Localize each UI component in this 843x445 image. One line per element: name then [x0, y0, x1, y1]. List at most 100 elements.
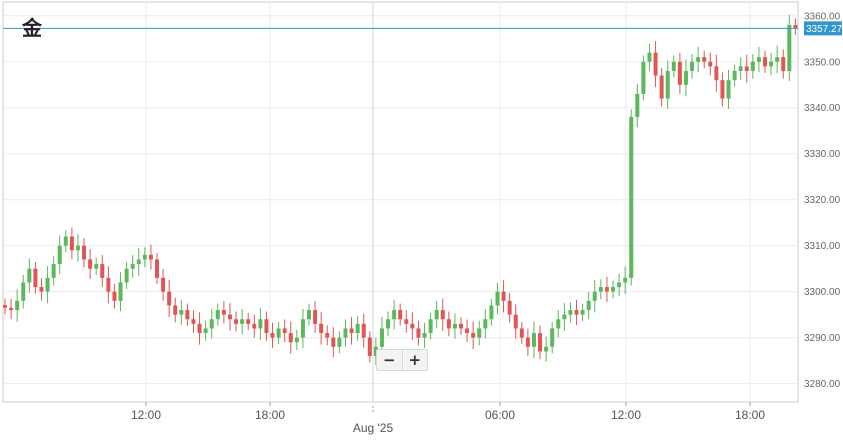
y-tick-label: 3290.00: [804, 333, 841, 344]
y-tick-label: 3280.00: [804, 379, 841, 390]
candle-body: [313, 310, 318, 324]
candle-body: [720, 80, 725, 99]
candle-body: [477, 328, 482, 338]
candle-body: [611, 287, 615, 292]
candle-body: [94, 264, 99, 269]
candle-body: [264, 319, 269, 334]
candle-body: [513, 314, 518, 329]
x-tick-label: 12:00: [611, 408, 641, 422]
candle-body: [319, 323, 324, 334]
candle-body: [148, 254, 153, 260]
candle-body: [106, 277, 111, 292]
candle-body: [738, 66, 743, 71]
candle-body: [173, 305, 178, 315]
y-tick-label: 3350.00: [804, 57, 841, 68]
candle-body: [191, 319, 196, 324]
candle-body: [215, 310, 220, 320]
candle-body: [531, 333, 536, 347]
candle-body: [617, 282, 622, 288]
candle-body: [483, 319, 488, 329]
candle-body: [349, 328, 354, 334]
candle-body: [27, 268, 32, 283]
candle-body: [331, 337, 336, 347]
candle-body: [325, 333, 330, 338]
candle-body: [428, 319, 433, 334]
candle-body: [288, 333, 293, 343]
candle-body: [671, 61, 676, 71]
candle-body: [203, 328, 208, 334]
candle-body: [775, 57, 780, 62]
candle-body: [142, 254, 147, 260]
candle-body: [696, 57, 701, 62]
candle-body: [379, 328, 384, 347]
candle-body: [763, 57, 767, 67]
candle-body: [629, 116, 634, 278]
candle-body: [386, 319, 391, 329]
candle-body: [495, 291, 500, 306]
x-tick-label: 12:00: [131, 408, 161, 422]
candle-body: [294, 337, 299, 343]
candle-body: [744, 66, 749, 71]
candle-body: [714, 66, 719, 81]
candle-body: [726, 80, 731, 99]
candle-body: [136, 259, 141, 265]
x-tick-label: 18:00: [735, 408, 765, 422]
candle-body: [276, 328, 281, 338]
candle-body: [647, 52, 652, 62]
candle-body: [568, 310, 573, 315]
zoom-controls: − +: [376, 349, 428, 371]
candle-body: [167, 291, 172, 306]
candle-body: [392, 310, 397, 320]
current-price-label: 3357.27: [806, 24, 843, 35]
x-tick-label: 18:00: [255, 408, 285, 422]
candle-body: [538, 333, 543, 352]
candle-body: [440, 310, 445, 320]
candle-body: [282, 328, 287, 334]
candle-body: [361, 323, 366, 338]
candle-body: [112, 291, 117, 301]
zoom-in-button[interactable]: +: [401, 350, 428, 370]
candle-body: [556, 319, 561, 329]
candle-body: [702, 57, 707, 62]
candle-body: [635, 93, 640, 117]
candle-body: [69, 236, 74, 251]
y-tick-label: 3300.00: [804, 287, 841, 298]
candle-body: [434, 310, 439, 320]
candle-body: [604, 287, 609, 292]
y-tick-label: 3340.00: [804, 103, 841, 114]
candle-body: [781, 57, 786, 71]
y-tick-label: 3310.00: [804, 241, 841, 252]
candle-body: [623, 277, 628, 283]
candle-body: [197, 323, 202, 334]
candle-body: [130, 264, 135, 269]
candle-body: [246, 319, 251, 324]
zoom-out-button[interactable]: −: [382, 351, 396, 369]
x-date-label: Aug '25: [353, 421, 394, 435]
candle-body: [416, 328, 421, 338]
y-tick-label: 3360.00: [804, 11, 841, 22]
candle-body: [45, 277, 50, 292]
candle-body: [452, 323, 457, 329]
candle-body: [88, 259, 93, 269]
candle-body: [221, 310, 226, 315]
candle-body: [793, 24, 798, 29]
candle-body: [9, 307, 14, 311]
candle-body: [185, 310, 190, 320]
candle-body: [240, 319, 245, 324]
candle-body: [3, 304, 7, 308]
candle-body: [507, 300, 512, 315]
candle-body: [544, 346, 549, 352]
candle-body: [100, 264, 105, 278]
candle-body: [525, 337, 530, 347]
candle-body: [82, 245, 87, 260]
candle-body: [118, 282, 123, 301]
candle-body: [410, 323, 415, 329]
candle-body: [708, 61, 713, 67]
candle-body: [756, 57, 761, 62]
candle-body: [598, 287, 603, 292]
candle-body: [574, 310, 579, 315]
candle-body: [307, 310, 311, 320]
candle-body: [683, 70, 688, 85]
